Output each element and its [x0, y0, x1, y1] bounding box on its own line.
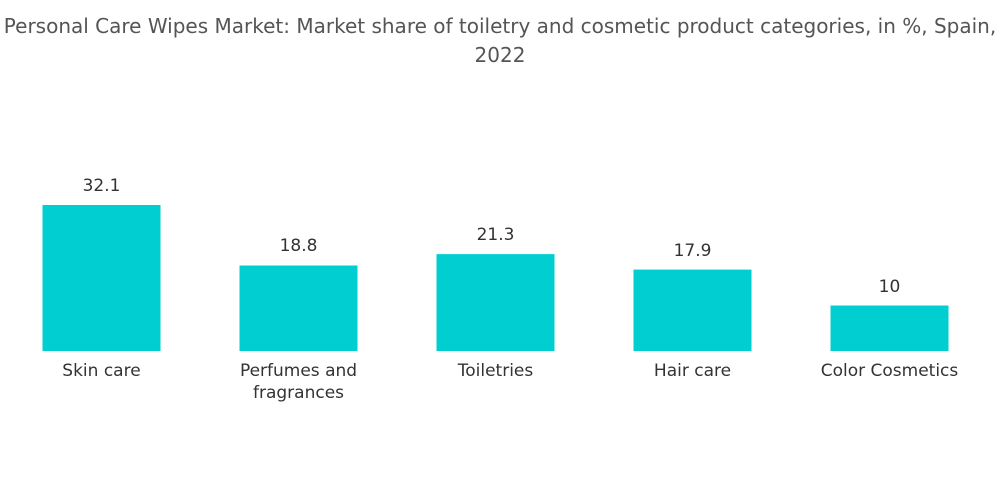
x-tick-label: Hair care [653, 361, 732, 381]
x-tick-label: Skin care [62, 361, 141, 381]
bar [633, 269, 752, 351]
bar [436, 254, 555, 351]
value-label: 32.1 [82, 176, 121, 196]
x-tick-label: Perfumes and fragrances [239, 361, 358, 403]
value-label: 10 [878, 276, 901, 297]
x-tick-label: Toiletries [457, 361, 534, 381]
bar [42, 205, 161, 351]
chart-title: Personal Care Wipes Market: Market share… [3, 14, 997, 67]
bar [830, 305, 949, 351]
value-label: 17.9 [673, 240, 712, 261]
bar [239, 265, 358, 351]
value-label: 18.8 [279, 236, 318, 257]
value-label: 21.3 [476, 225, 515, 246]
x-tick-label: Color Cosmetics [820, 361, 959, 381]
